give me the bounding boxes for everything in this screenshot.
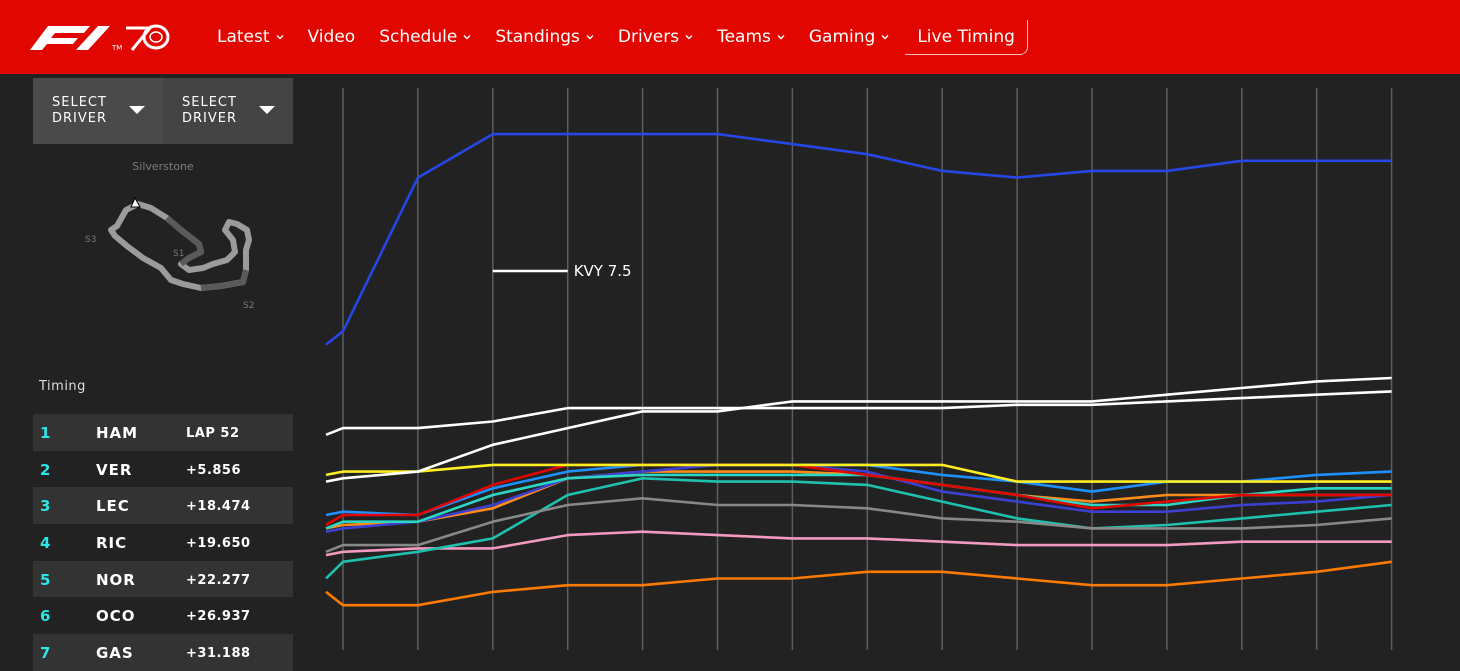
sector-3-label: S3 [85, 235, 96, 245]
chevron-down-icon [586, 35, 594, 40]
nav-item-label: Video [307, 27, 356, 47]
timing-code: OCO [96, 607, 136, 626]
track-name: Silverstone [132, 160, 194, 173]
nav-item-label: Live Timing [917, 26, 1015, 47]
timing-gap: +18.474 [186, 499, 251, 515]
timing-gap: +22.277 [186, 572, 251, 588]
series-line[interactable] [325, 473, 1392, 530]
sidebar: SELECT DRIVER SELECT DRIVER Silverstone … [33, 78, 293, 671]
nav-item-label: Standings [495, 27, 580, 47]
timing-gap: +19.650 [186, 536, 251, 552]
timing-code: RIC [96, 534, 128, 553]
position-chart: KVY 7.5 [325, 88, 1393, 650]
nav-item-live-timing[interactable]: Live Timing [905, 19, 1028, 55]
nav-item-gaming[interactable]: Gaming [797, 20, 901, 54]
series-line[interactable] [325, 470, 1392, 530]
chevron-down-icon [777, 35, 785, 40]
timing-code: HAM [96, 424, 139, 442]
nav-item-schedule[interactable]: Schedule [367, 20, 483, 54]
timing-row[interactable]: 1 HAM LAP 52 [33, 414, 293, 451]
timing-heading: Timing [39, 379, 86, 394]
timing-pos: 1 [40, 424, 51, 442]
chevron-down-icon [685, 35, 693, 40]
f1-logo[interactable]: TM [28, 22, 172, 52]
timing-gap: +5.856 [186, 462, 242, 478]
timing-row[interactable]: 6 OCO +26.937 [33, 597, 293, 634]
track-map-icon: S1 S2 S3 [85, 196, 254, 311]
timing-pos: 6 [40, 607, 51, 626]
nav-item-standings[interactable]: Standings [483, 20, 606, 54]
dropdown-arrow-icon [259, 106, 275, 114]
timing-pos: 5 [40, 570, 51, 589]
select-driver-2-label: SELECT DRIVER [182, 95, 238, 126]
nav-item-label: Teams [717, 27, 771, 47]
chevron-down-icon [276, 35, 284, 40]
series-line[interactable] [325, 560, 1392, 607]
timing-gap: +31.188 [186, 646, 251, 662]
select-driver-1-label: SELECT DRIVER [52, 95, 108, 126]
driver-selectors: SELECT DRIVER SELECT DRIVER [33, 78, 293, 144]
series-line[interactable] [325, 463, 1392, 527]
series-line[interactable] [325, 390, 1392, 437]
svg-text:TM: TM [111, 44, 122, 52]
timing-pos: 2 [40, 460, 51, 479]
timing-code: VER [96, 460, 133, 479]
select-driver-2-dropdown[interactable]: SELECT DRIVER [163, 78, 293, 144]
nav-item-label: Gaming [808, 27, 876, 47]
series-line[interactable] [325, 496, 1392, 554]
timing-pos: 3 [40, 497, 51, 516]
chevron-down-icon [463, 35, 471, 40]
series-line[interactable] [325, 132, 1392, 346]
series-line[interactable] [325, 463, 1392, 483]
timing-row[interactable]: 5 NOR +22.277 [33, 560, 293, 598]
top-nav-bar: TM Latest Video Schedule Standings Drivers Te… [0, 0, 1460, 74]
nav-item-teams[interactable]: Teams [705, 20, 797, 54]
timing-row[interactable]: 3 LEC +18.474 [33, 487, 293, 525]
nav-item-drivers[interactable]: Drivers [606, 20, 705, 54]
series-line[interactable] [325, 530, 1392, 557]
series-line[interactable] [325, 476, 1392, 580]
nav-item-label: Latest [217, 27, 270, 47]
sector-1-label: S1 [173, 249, 184, 259]
timing-pos: 7 [40, 644, 51, 663]
nav-item-label: Drivers [617, 27, 680, 47]
timing-code: GAS [96, 644, 134, 663]
main-nav: Latest Video Schedule Standings Drivers Teams… [205, 0, 1028, 74]
select-driver-1-dropdown[interactable]: SELECT DRIVER [33, 78, 163, 144]
timing-row[interactable]: 2 VER +5.856 [33, 451, 293, 488]
timing-gap: LAP 52 [186, 426, 240, 441]
timing-code: LEC [96, 497, 130, 516]
timing-table: 1 HAM LAP 52 2 VER +5.856 3 LEC +18.474 4 RIC +19.6… [33, 414, 293, 671]
series-line[interactable] [325, 376, 1392, 483]
series-annotation-label: KVY 7.5 [574, 262, 632, 280]
dropdown-arrow-icon [129, 106, 145, 114]
series-line[interactable] [325, 463, 1392, 533]
nav-item-video[interactable]: Video [296, 20, 368, 54]
chevron-down-icon [881, 35, 889, 40]
timing-row[interactable]: 7 GAS +31.188 [33, 634, 293, 671]
timing-row[interactable]: 4 RIC +19.650 [33, 524, 293, 561]
nav-item-label: Schedule [379, 27, 458, 47]
timing-pos: 4 [40, 534, 51, 553]
nav-item-latest[interactable]: Latest [205, 20, 296, 54]
sector-2-label: S2 [243, 301, 254, 311]
timing-code: NOR [96, 570, 136, 589]
timing-gap: +26.937 [186, 609, 251, 625]
